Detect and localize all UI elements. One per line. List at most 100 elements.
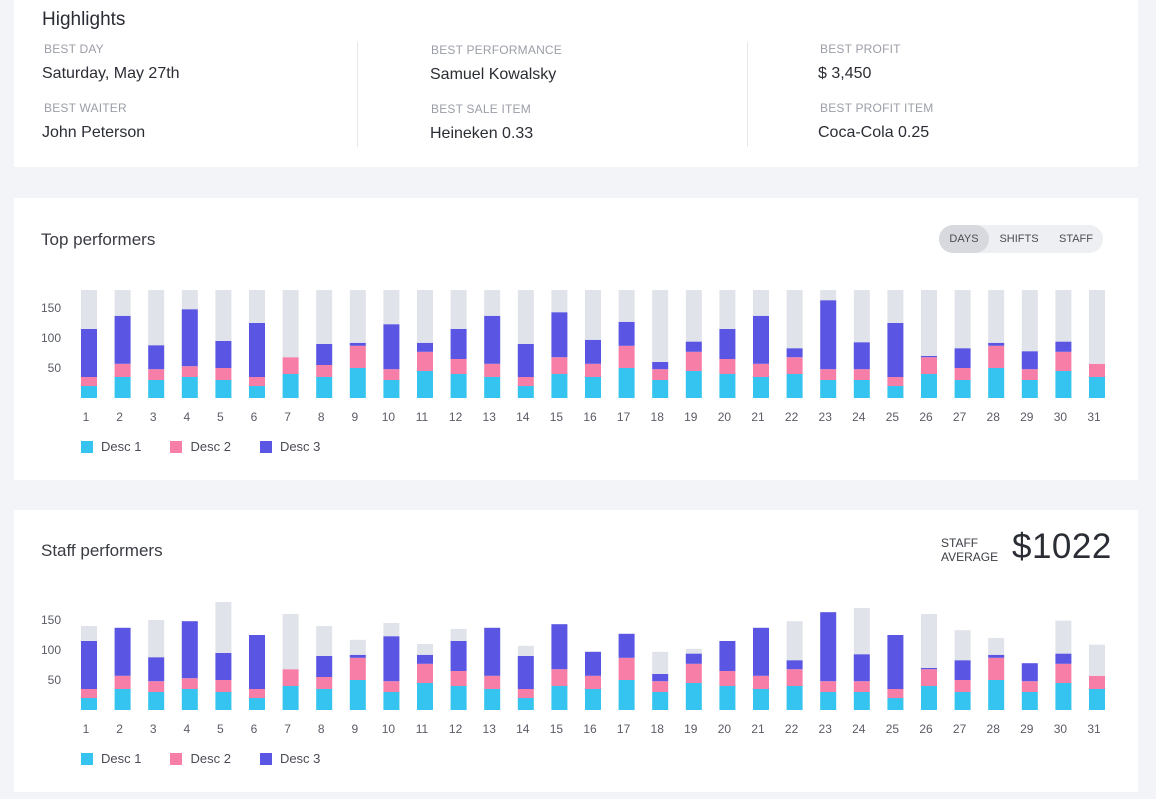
bar-segment-desc-3 [383,324,400,370]
bar-segment-desc-2 [282,669,299,686]
bar-segment-desc-3 [753,627,769,676]
legend-label-desc-2: Desc 2 [190,751,231,766]
x-tick-label: 13 [483,410,497,424]
bar-segment-desc-3 [853,342,870,370]
x-tick-label: 26 [919,410,933,424]
legend-item-desc-2: Desc 2 [170,439,231,454]
x-tick-label: 7 [284,722,291,736]
x-tick-label: 17 [617,722,631,736]
best-sale-item-value: Heineken 0.33 [430,125,534,142]
bar-segment-desc-2 [484,675,501,689]
bar-segment-desc-2 [517,377,534,386]
highlights-column-1: BEST DAY Saturday, May 27th BEST WAITER … [42,42,180,142]
bar-segment-remainder [450,629,467,641]
bar-segment-desc-3 [652,362,669,370]
bar-segment-desc-1 [786,686,803,710]
x-tick-label: 21 [751,410,765,424]
bar-segment-desc-3 [921,668,937,670]
bar-segment-remainder [517,290,534,344]
x-tick-label: 28 [987,410,1001,424]
bar-segment-desc-2 [585,675,601,689]
bar-segment-remainder [786,290,803,349]
x-tick-label: 1 [83,410,90,424]
bar-segment-desc-3 [685,341,702,352]
bar-segment-desc-1 [181,377,198,398]
bar-segment-desc-1 [652,692,669,710]
x-tick-label: 2 [116,410,123,424]
bar-segment-desc-1 [618,368,635,398]
best-sale-item-label: BEST SALE ITEM [431,102,531,116]
bar-segment-desc-1 [753,689,769,710]
bar-segment-desc-1 [114,689,131,710]
bar-segment-desc-3 [81,641,97,689]
bar-segment-desc-3 [114,315,131,364]
bar-segment-desc-2 [786,357,803,374]
bar-segment-desc-1 [148,380,165,398]
bar-segment-desc-2 [215,368,232,380]
x-tick-label: 10 [382,722,396,736]
bar-segment-remainder [1021,290,1038,352]
bar-segment-desc-1 [282,686,299,710]
x-tick-label: 7 [284,410,291,424]
bar-segment-desc-3 [585,339,601,364]
toggle-days-button[interactable]: DAYS [939,225,989,253]
bar-segment-desc-3 [215,341,232,368]
bar-segment-remainder [148,290,165,346]
y-tick-label: 100 [41,331,61,345]
bar-segment-desc-3 [215,653,232,680]
bar-segment-desc-3 [551,624,568,670]
x-tick-label: 23 [819,410,833,424]
legend-swatch-desc-2 [170,440,183,453]
staff-performers-legend: Desc 1 Desc 2 Desc 3 [81,751,349,766]
bar-segment-remainder [652,290,669,362]
bar-segment-remainder [114,290,131,316]
bar-segment-desc-3 [988,654,1005,658]
bar-segment-desc-2 [148,681,165,692]
bar-segment-desc-3 [316,344,333,365]
bar-segment-desc-2 [887,377,904,386]
bar-segment-remainder [316,626,333,656]
bar-segment-remainder [988,638,1005,655]
legend-item-desc-3: Desc 3 [259,439,321,454]
bar-segment-desc-1 [81,386,97,398]
bar-segment-desc-2 [450,359,467,374]
bar-segment-desc-1 [249,698,265,710]
x-tick-label: 4 [183,722,190,736]
highlights-divider [357,42,358,147]
highlights-title: Highlights [42,9,126,30]
staff-average-value: $1022 [1012,527,1112,566]
bar-segment-desc-3 [1021,663,1038,682]
bar-segment-remainder [181,290,198,310]
bar-segment-remainder [349,290,366,343]
bar-segment-remainder [383,290,400,325]
bar-segment-desc-2 [685,663,702,683]
legend-swatch-desc-1 [81,440,93,453]
bar-segment-desc-2 [551,669,568,686]
bar-segment-desc-3 [383,636,400,682]
toggle-staff-button[interactable]: STAFF [1058,233,1093,245]
bar-segment-desc-2 [450,671,467,686]
legend-label-desc-3: Desc 3 [279,439,321,454]
bar-segment-desc-1 [383,692,400,710]
bar-segment-desc-1 [148,692,165,710]
x-tick-label: 20 [718,722,732,736]
bar-segment-desc-2 [1055,351,1072,371]
x-tick-label: 8 [318,722,325,736]
bar-segment-remainder [282,614,299,670]
x-tick-label: 24 [852,722,866,736]
bar-segment-desc-1 [954,380,971,398]
bar-segment-desc-3 [517,344,534,377]
bar-segment-desc-2 [417,663,433,683]
legend-label-desc-3: Desc 3 [279,751,321,766]
toggle-shifts-button[interactable]: SHIFTS [999,233,1039,245]
legend-swatch-desc-3 [259,752,272,765]
bar-segment-desc-2 [786,669,803,686]
staff-performers-title: Staff performers [41,541,163,560]
bar-segment-remainder [853,608,870,655]
bar-segment-desc-3 [652,674,669,682]
bar-segment-desc-1 [114,377,131,398]
bar-segment-remainder [215,602,232,653]
bar-segment-desc-2 [114,363,131,377]
staff-average-label-line-1: STAFF [941,536,979,550]
x-tick-label: 23 [819,722,833,736]
